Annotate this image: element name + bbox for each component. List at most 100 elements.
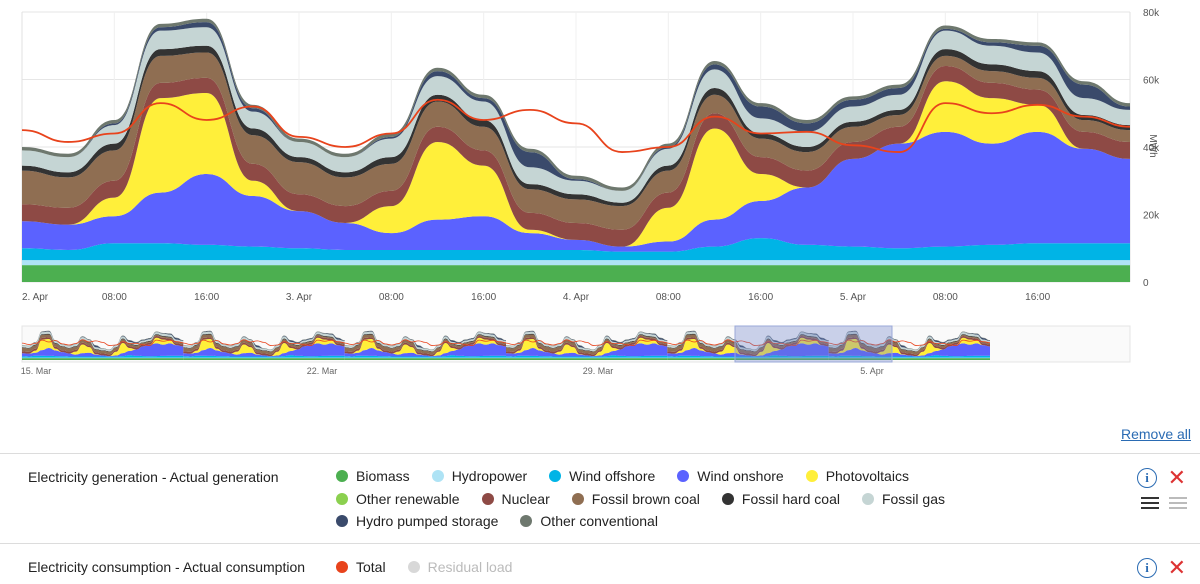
legend-label: Fossil brown coal xyxy=(591,490,700,507)
area-wind-offshore-nav xyxy=(828,355,990,358)
legend-item-fossil-brown-coal[interactable]: Fossil brown coal xyxy=(571,488,700,511)
legend-marker xyxy=(677,470,690,483)
y-axis-unit-label: MWh xyxy=(1147,134,1158,157)
range-navigator[interactable]: 15. Mar 22. Mar 29. Mar 5. Apr xyxy=(21,325,1131,376)
line-total xyxy=(21,98,1131,153)
area-biomass-nav xyxy=(828,358,990,360)
legend-item-total[interactable]: Total xyxy=(336,556,386,579)
x-tick-label: 16:00 xyxy=(471,292,496,303)
area-biomass-nav xyxy=(344,358,506,360)
area-nuclear-nav xyxy=(22,336,184,357)
area-wind-onshore-nav xyxy=(22,343,184,357)
x-tick-label: 16:00 xyxy=(194,292,219,303)
y-tick-label: 0 xyxy=(1143,278,1149,289)
x-tick-label: 5. Apr xyxy=(840,292,867,303)
area-fossil-gas-nav xyxy=(667,331,829,352)
y-tick-label: 20k xyxy=(1143,211,1160,222)
y-tick-label: 40k xyxy=(1143,143,1160,154)
legend-marker xyxy=(571,492,584,505)
area-fossil-brown-coal-nav xyxy=(344,334,506,355)
legend-label: Total xyxy=(356,559,386,576)
area-wind-offshore xyxy=(22,238,1130,261)
close-icon[interactable]: ✕ xyxy=(1167,465,1186,490)
legend-label: Residual load xyxy=(427,559,513,576)
x-tick-label: 08:00 xyxy=(656,292,681,303)
area-wind-onshore xyxy=(22,131,1130,252)
area-nuclear-nav xyxy=(183,336,345,357)
legend-item-nuclear[interactable]: Nuclear xyxy=(481,488,550,511)
x-tick-label: 4. Apr xyxy=(563,292,590,303)
nav-line xyxy=(667,339,829,346)
nav-line xyxy=(828,339,991,346)
list-view-icon[interactable] xyxy=(1141,494,1159,512)
area-hydropower xyxy=(22,260,1130,266)
legend-item-other-conventional[interactable]: Other conventional xyxy=(520,510,658,533)
legend-items: Biomass Hydropower Wind offshore Wind onsho… xyxy=(336,465,1036,533)
legend-label: Fossil hard coal xyxy=(741,490,840,507)
x-axis: 2. Apr 08:00 16:00 3. Apr 08:00 16:00 4. Apr 08… xyxy=(22,292,1051,303)
legend-label: Wind offshore xyxy=(569,468,656,485)
legend-consumption: Electricity consumption - Actual consump… xyxy=(0,543,1200,584)
area-wind-offshore-nav xyxy=(22,355,184,358)
legend-item-residual-load[interactable]: Residual load xyxy=(407,556,513,579)
area-fossil-gas-nav xyxy=(506,331,668,352)
x-tick-label: 08:00 xyxy=(379,292,404,303)
legend-marker xyxy=(805,470,818,483)
chart: 0 20k 40k 60k 80k 2. Apr 08:00 16:00 3. Apr 08:0… xyxy=(21,8,1160,376)
legend-label: Hydro pumped storage xyxy=(356,513,499,530)
legend-label: Hydropower xyxy=(451,468,528,485)
area-biomass-nav xyxy=(22,358,184,360)
x-tick-label: 16:00 xyxy=(748,292,773,303)
legend-item-photovoltaics[interactable]: Photovoltaics xyxy=(805,465,909,488)
legend-marker xyxy=(520,515,533,528)
remove-all-link[interactable]: Remove all xyxy=(1120,426,1191,442)
x-tick-label: 2. Apr xyxy=(22,292,49,303)
legend-marker xyxy=(336,561,348,574)
legend-item-fossil-hard-coal[interactable]: Fossil hard coal xyxy=(721,488,840,511)
area-biomass-nav xyxy=(506,358,668,360)
y-tick-label: 80k xyxy=(1143,8,1160,19)
legend-label: Nuclear xyxy=(501,490,550,507)
list-view-alt-icon[interactable] xyxy=(1169,494,1187,512)
legend-item-wind-offshore[interactable]: Wind offshore xyxy=(549,465,655,488)
legend-marker xyxy=(336,492,348,505)
close-icon[interactable]: ✕ xyxy=(1167,555,1186,580)
legend-label: Other conventional xyxy=(540,513,658,530)
navigator-series xyxy=(21,330,991,360)
navigator-tick-label: 22. Mar xyxy=(307,366,338,376)
info-icon[interactable]: i xyxy=(1137,558,1157,578)
area-fossil-hard-coal-nav xyxy=(828,333,990,352)
navigator-selection[interactable] xyxy=(734,325,893,363)
area-fossil-brown-coal-nav xyxy=(22,334,184,355)
legend-item-biomass[interactable]: Biomass xyxy=(336,465,410,488)
area-hydropower-nav xyxy=(828,357,990,359)
stacked-areas xyxy=(22,18,1130,282)
area-fossil-hard-coal xyxy=(22,45,1130,207)
area-fossil-gas-nav xyxy=(344,331,506,352)
legend-label: Photovoltaics xyxy=(825,468,909,485)
area-hydropower-nav xyxy=(183,357,345,359)
area-fossil-brown-coal-nav xyxy=(828,334,990,355)
area-nuclear xyxy=(22,66,1130,247)
nav-line xyxy=(505,339,668,346)
legend-item-hydropower[interactable]: Hydropower xyxy=(431,465,528,488)
area-fossil-hard-coal-nav xyxy=(667,333,829,352)
legend-title: Electricity generation - Actual generati… xyxy=(28,469,279,485)
info-icon[interactable]: i xyxy=(1137,468,1157,488)
area-hydropower-nav xyxy=(344,357,506,359)
legend-generation: Electricity generation - Actual generati… xyxy=(0,453,1200,544)
area-wind-offshore-nav xyxy=(667,355,829,358)
nav-line xyxy=(344,339,507,346)
legend-item-fossil-gas[interactable]: Fossil gas xyxy=(861,488,945,511)
legend-title: Electricity consumption - Actual consump… xyxy=(28,559,306,575)
legend-label: Fossil gas xyxy=(881,490,945,507)
area-fossil-hard-coal-nav xyxy=(506,333,668,352)
area-hydropower-nav xyxy=(506,357,668,359)
legend-item-other-renewable[interactable]: Other renewable xyxy=(336,488,460,511)
area-nuclear-nav xyxy=(344,336,506,357)
legend-item-hydro-pumped-storage[interactable]: Hydro pumped storage xyxy=(336,510,498,533)
area-biomass-nav xyxy=(183,358,345,360)
legend-item-wind-onshore[interactable]: Wind onshore xyxy=(677,465,784,488)
legend-marker xyxy=(721,492,734,505)
area-fossil-gas xyxy=(22,27,1130,203)
